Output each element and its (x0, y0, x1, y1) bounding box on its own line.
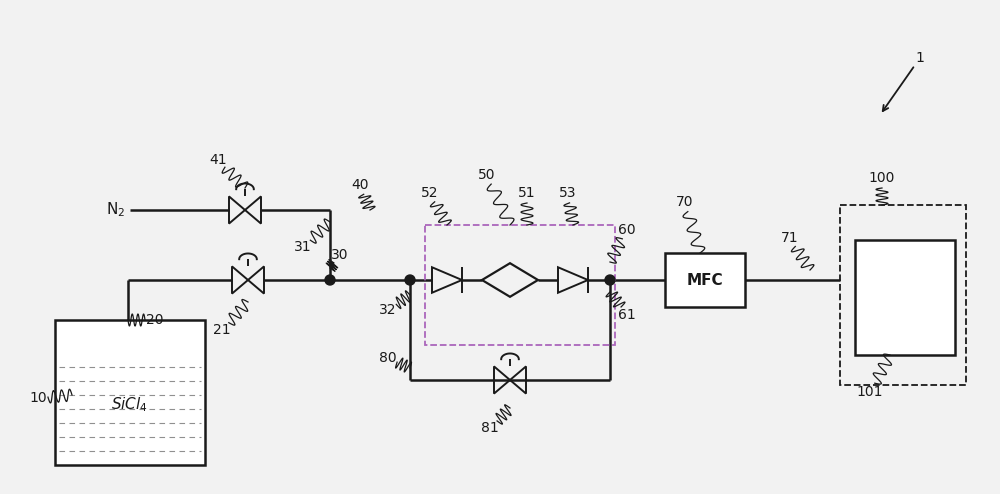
Text: 71: 71 (781, 231, 799, 245)
Text: 20: 20 (146, 313, 164, 327)
Text: 60: 60 (618, 223, 636, 237)
Circle shape (325, 275, 335, 285)
Text: 21: 21 (213, 323, 231, 337)
Bar (665, 253, 745, 307)
Text: 30: 30 (331, 248, 349, 262)
Text: 100: 100 (869, 171, 895, 185)
Text: 51: 51 (518, 186, 536, 200)
Text: 10: 10 (29, 391, 47, 405)
Text: 70: 70 (676, 195, 694, 209)
Text: 50: 50 (478, 168, 496, 182)
Text: 53: 53 (559, 186, 577, 200)
Text: 61: 61 (618, 308, 636, 322)
Circle shape (405, 275, 415, 285)
Text: 101: 101 (857, 385, 883, 399)
Text: 80: 80 (379, 351, 397, 365)
Text: 40: 40 (351, 178, 369, 192)
Text: 81: 81 (481, 421, 499, 435)
Text: 52: 52 (421, 186, 439, 200)
Text: 41: 41 (209, 153, 227, 167)
Bar (855, 240, 955, 355)
Text: SiCl$_4$: SiCl$_4$ (111, 396, 149, 414)
Text: 31: 31 (294, 240, 312, 254)
Text: MFC: MFC (687, 273, 723, 288)
Text: 32: 32 (379, 303, 397, 317)
Circle shape (605, 275, 615, 285)
Text: N$_2$: N$_2$ (106, 201, 125, 219)
Bar (55, 320, 205, 465)
Text: 1: 1 (916, 51, 924, 65)
